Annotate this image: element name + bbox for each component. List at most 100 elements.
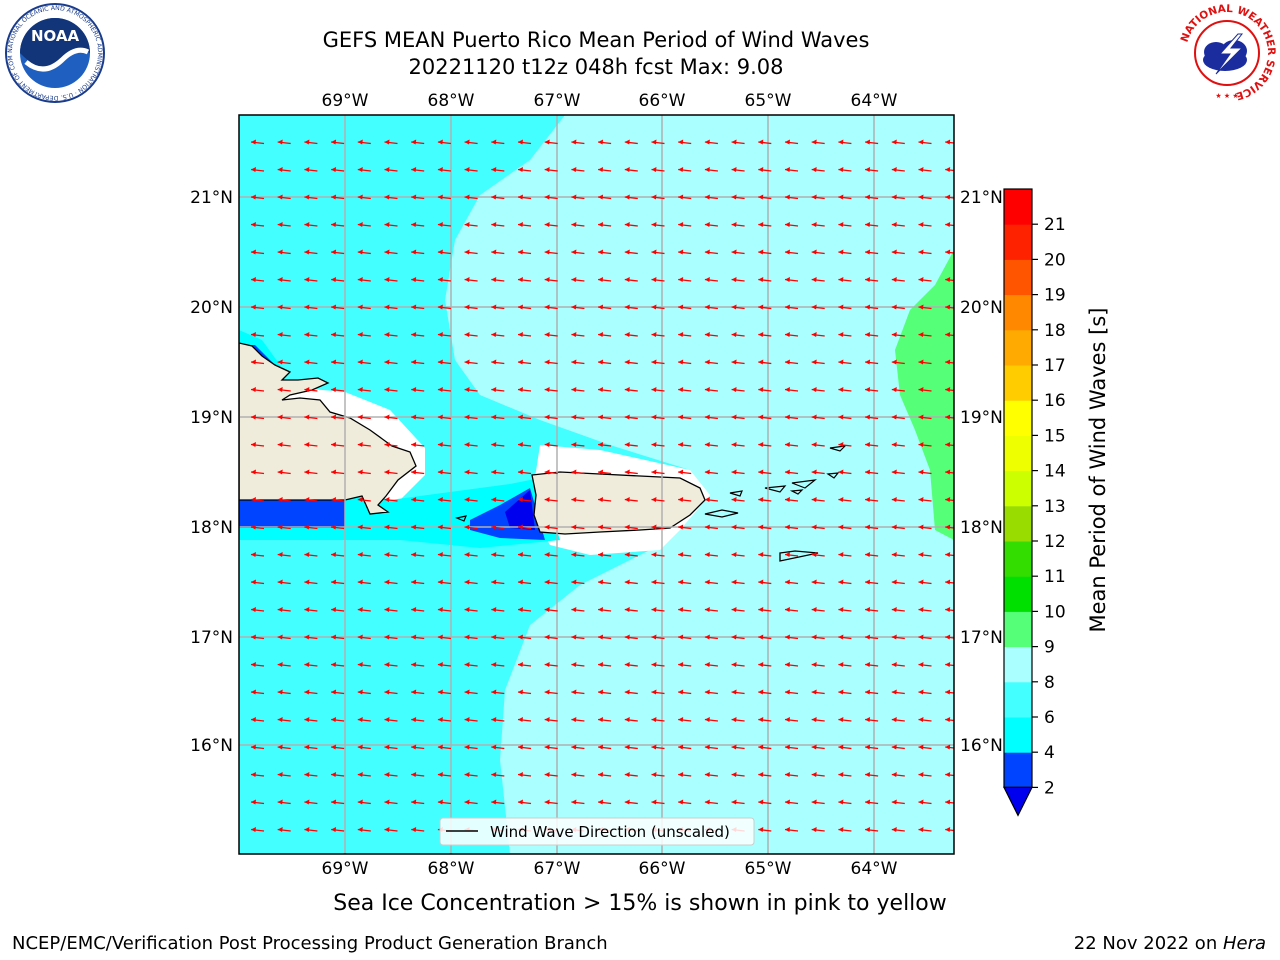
direction-arrow xyxy=(891,222,905,227)
direction-arrow xyxy=(651,579,665,585)
direction-arrow xyxy=(331,277,345,282)
direction-arrow xyxy=(918,387,932,392)
direction-arrow xyxy=(491,359,505,365)
direction-arrow xyxy=(411,662,425,667)
direction-arrow xyxy=(678,359,692,365)
direction-arrow xyxy=(784,249,799,255)
direction-arrow xyxy=(411,414,425,420)
direction-arrow xyxy=(731,277,745,282)
direction-arrow xyxy=(304,359,318,365)
direction-arrow xyxy=(758,469,772,475)
direction-arrow xyxy=(517,222,532,227)
colorbar-frame xyxy=(1003,188,1033,789)
direction-arrow xyxy=(598,414,612,420)
direction-arrow xyxy=(517,524,532,530)
direction-arrow xyxy=(331,222,345,227)
direction-arrow xyxy=(544,662,558,667)
sea-ice-note: Sea Ice Concentration > 15% is shown in … xyxy=(333,891,947,916)
direction-arrow xyxy=(865,662,879,667)
map-legend: Wind Wave Direction (unscaled) xyxy=(439,817,755,846)
lon-label-top: 68°W xyxy=(428,91,475,111)
direction-arrow xyxy=(838,689,852,695)
direction-arrow xyxy=(331,827,345,832)
direction-arrow xyxy=(811,607,825,612)
direction-arrow xyxy=(704,387,718,392)
direction-arrow xyxy=(891,744,905,750)
direction-arrow xyxy=(464,222,478,227)
direction-arrow xyxy=(918,304,932,310)
direction-arrow xyxy=(811,469,825,475)
direction-arrow xyxy=(838,524,852,530)
direction-arrow xyxy=(304,167,318,172)
direction-arrow xyxy=(571,277,585,282)
direction-arrow xyxy=(838,249,852,255)
direction-arrow xyxy=(651,497,665,502)
direction-arrow xyxy=(437,139,451,145)
direction-arrow xyxy=(357,277,371,282)
direction-arrow xyxy=(838,222,852,227)
lon-label-bottom: 68°W xyxy=(428,859,475,879)
direction-arrow xyxy=(865,359,879,365)
direction-arrow xyxy=(784,552,799,557)
longitude-labels-top: 69°W 68°W 67°W 66°W 65°W 64°W xyxy=(322,91,898,111)
nws-stars: ★ ★ ★ xyxy=(1215,92,1238,100)
direction-arrow xyxy=(464,469,478,475)
direction-arrow xyxy=(651,744,665,750)
direction-arrow xyxy=(357,634,371,640)
direction-arrow xyxy=(811,552,825,557)
direction-arrow xyxy=(357,607,371,612)
direction-arrow xyxy=(651,387,665,392)
lat-label-right: 18°N xyxy=(960,518,1003,538)
direction-arrow xyxy=(517,744,532,750)
direction-arrow xyxy=(411,387,425,392)
direction-arrow xyxy=(517,717,532,722)
direction-arrow xyxy=(811,414,825,420)
direction-arrow xyxy=(384,332,398,337)
direction-arrow xyxy=(651,524,665,530)
direction-arrow xyxy=(811,689,825,695)
direction-arrow xyxy=(331,662,345,667)
direction-arrow xyxy=(678,442,692,447)
direction-arrow xyxy=(571,634,585,640)
direction-arrow xyxy=(945,662,954,667)
lon-label-top: 67°W xyxy=(534,91,581,111)
direction-arrow xyxy=(918,607,932,612)
direction-arrow xyxy=(304,139,318,145)
direction-arrow xyxy=(357,304,371,310)
direction-arrow xyxy=(411,332,425,337)
direction-arrow xyxy=(784,167,799,172)
direction-arrow xyxy=(811,524,825,530)
direction-arrow xyxy=(811,139,825,145)
direction-arrow xyxy=(250,579,265,585)
direction-arrow xyxy=(865,139,879,145)
direction-arrow xyxy=(357,662,371,667)
direction-arrow xyxy=(250,607,265,612)
direction-arrow xyxy=(250,689,265,695)
direction-arrow xyxy=(918,717,932,722)
direction-arrow xyxy=(331,304,345,310)
direction-arrow xyxy=(250,772,265,777)
direction-arrow xyxy=(945,304,954,310)
period-9-10-region xyxy=(895,250,954,540)
direction-arrow xyxy=(598,139,612,145)
direction-arrow xyxy=(865,579,879,585)
island-anegada xyxy=(829,445,847,452)
direction-arrow xyxy=(624,139,638,145)
direction-arrow xyxy=(598,167,612,172)
direction-arrow xyxy=(544,744,558,750)
lat-label-left: 20°N xyxy=(190,298,233,318)
direction-arrow xyxy=(784,689,799,695)
direction-arrow xyxy=(891,332,905,337)
direction-arrow xyxy=(250,222,265,227)
direction-arrow xyxy=(811,222,825,227)
direction-arrow xyxy=(571,607,585,612)
direction-arrow xyxy=(624,469,638,475)
direction-arrow xyxy=(624,277,638,282)
direction-arrow xyxy=(411,634,425,640)
direction-arrow xyxy=(784,579,799,585)
direction-arrow xyxy=(624,359,638,365)
direction-arrow xyxy=(491,387,505,392)
direction-arrow xyxy=(384,249,398,255)
direction-arrow xyxy=(731,579,745,585)
lat-label-right: 21°N xyxy=(960,188,1003,208)
